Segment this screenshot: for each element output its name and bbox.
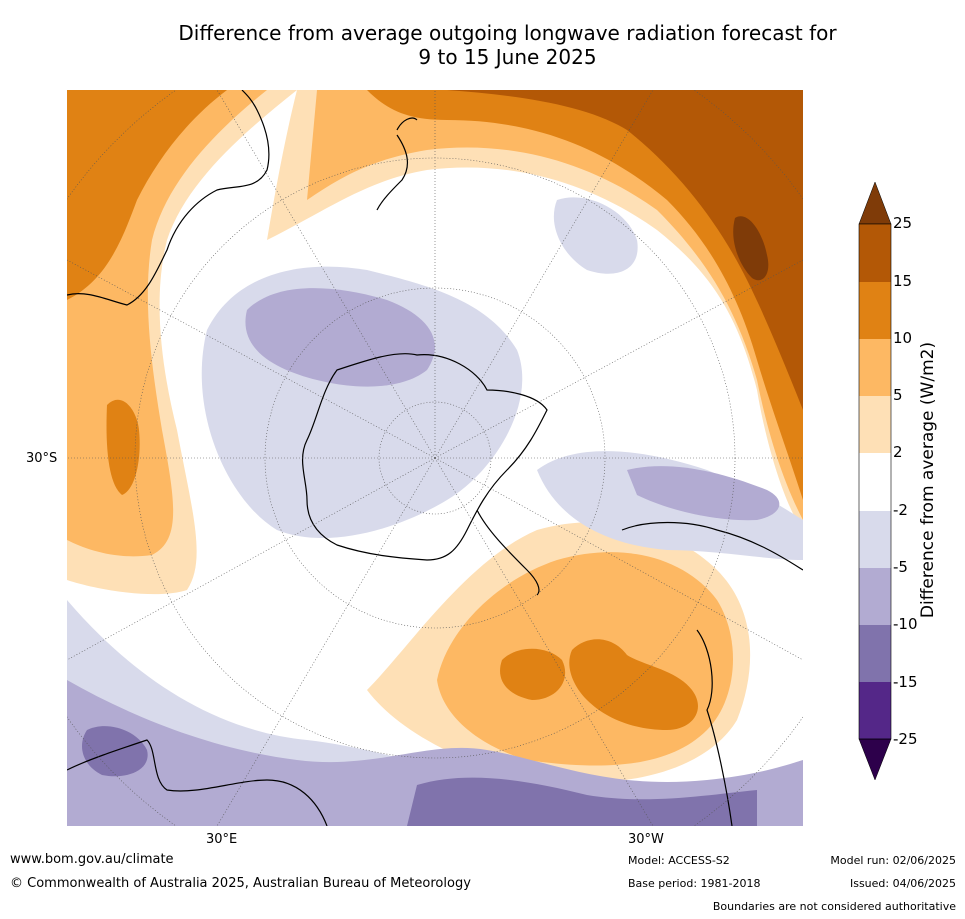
positive-anomaly-south-10a: [500, 648, 566, 700]
colorbar-tick-10: 10: [893, 329, 913, 347]
negative-anomaly-pacific-north: [553, 197, 638, 274]
graticule: [67, 90, 803, 826]
colorbar-above-25: [858, 181, 892, 225]
model-name: Model: ACCESS-S2: [628, 854, 730, 867]
longitude-label-30w: 30°W: [628, 832, 664, 847]
colorbar-m5-to-m2: [859, 511, 891, 568]
positive-anomaly-west-10: [67, 90, 227, 300]
negative-anomaly-atlantic-5: [627, 466, 780, 521]
olr-anomaly-map: [67, 90, 803, 826]
new-zealand-coastline: [376, 117, 418, 211]
longitude-label-30e: 30°E: [206, 832, 238, 847]
colorbar-tick-m2: -2: [893, 501, 908, 519]
colorbar-5-to-10: [859, 339, 891, 396]
base-period: Base period: 1981-2018: [628, 877, 761, 890]
colorbar-m25-to-m15: [859, 682, 891, 739]
antarctica-coastline: [301, 353, 548, 561]
colorbar-tick-m15: -15: [893, 673, 918, 691]
negative-anomaly-southeast-5: [67, 680, 803, 826]
positive-anomaly-west-core: [106, 399, 140, 495]
colorbar-m15-to-m10: [859, 625, 891, 682]
boundaries-disclaimer: Boundaries are not considered authoritat…: [712, 900, 956, 913]
model-run-date: Model run: 02/06/2025: [830, 854, 956, 867]
map-title-line1: Difference from average outgoing longwav…: [178, 21, 837, 45]
issued-date: Issued: 04/06/2025: [849, 877, 956, 890]
website-link[interactable]: www.bom.gov.au/climate: [10, 852, 174, 867]
colorbar-m10-to-m5: [859, 568, 891, 625]
africa-coastline: [67, 739, 328, 826]
positive-anomaly-north-25: [733, 216, 769, 281]
colorbar-2-to-5: [859, 396, 891, 453]
colorbar-title: Difference from average (W/m2): [918, 341, 938, 619]
south-america-coastline: [621, 521, 803, 826]
latitude-label-30s: 30°S: [26, 451, 58, 466]
colorbar-below-m25: [858, 738, 892, 780]
negative-anomaly-southeast-10: [407, 777, 757, 826]
copyright-text: © Commonwealth of Australia 2025, Austra…: [10, 876, 471, 891]
colorbar-neutral: [859, 453, 891, 511]
positive-anomaly-north-15: [447, 90, 803, 410]
colorbar-15-to-25: [859, 224, 891, 282]
colorbar-tick-25: 25: [893, 214, 913, 232]
colorbar-tick-m25: -25: [893, 730, 918, 748]
antarctic-peninsula: [476, 509, 540, 596]
colorbar-10-to-15: [859, 282, 891, 339]
colorbar-tick-5: 5: [893, 386, 903, 404]
colorbar-tick-15: 15: [893, 272, 913, 290]
negative-anomaly-indian-5: [245, 288, 435, 387]
colorbar-tick-m10: -10: [893, 615, 918, 633]
colorbar: [858, 181, 892, 780]
colorbar-tick-m5: -5: [893, 558, 908, 576]
colorbar-tick-2: 2: [893, 443, 903, 461]
map-title-line2: 9 to 15 June 2025: [418, 45, 597, 69]
australia-coastline: [67, 90, 270, 306]
